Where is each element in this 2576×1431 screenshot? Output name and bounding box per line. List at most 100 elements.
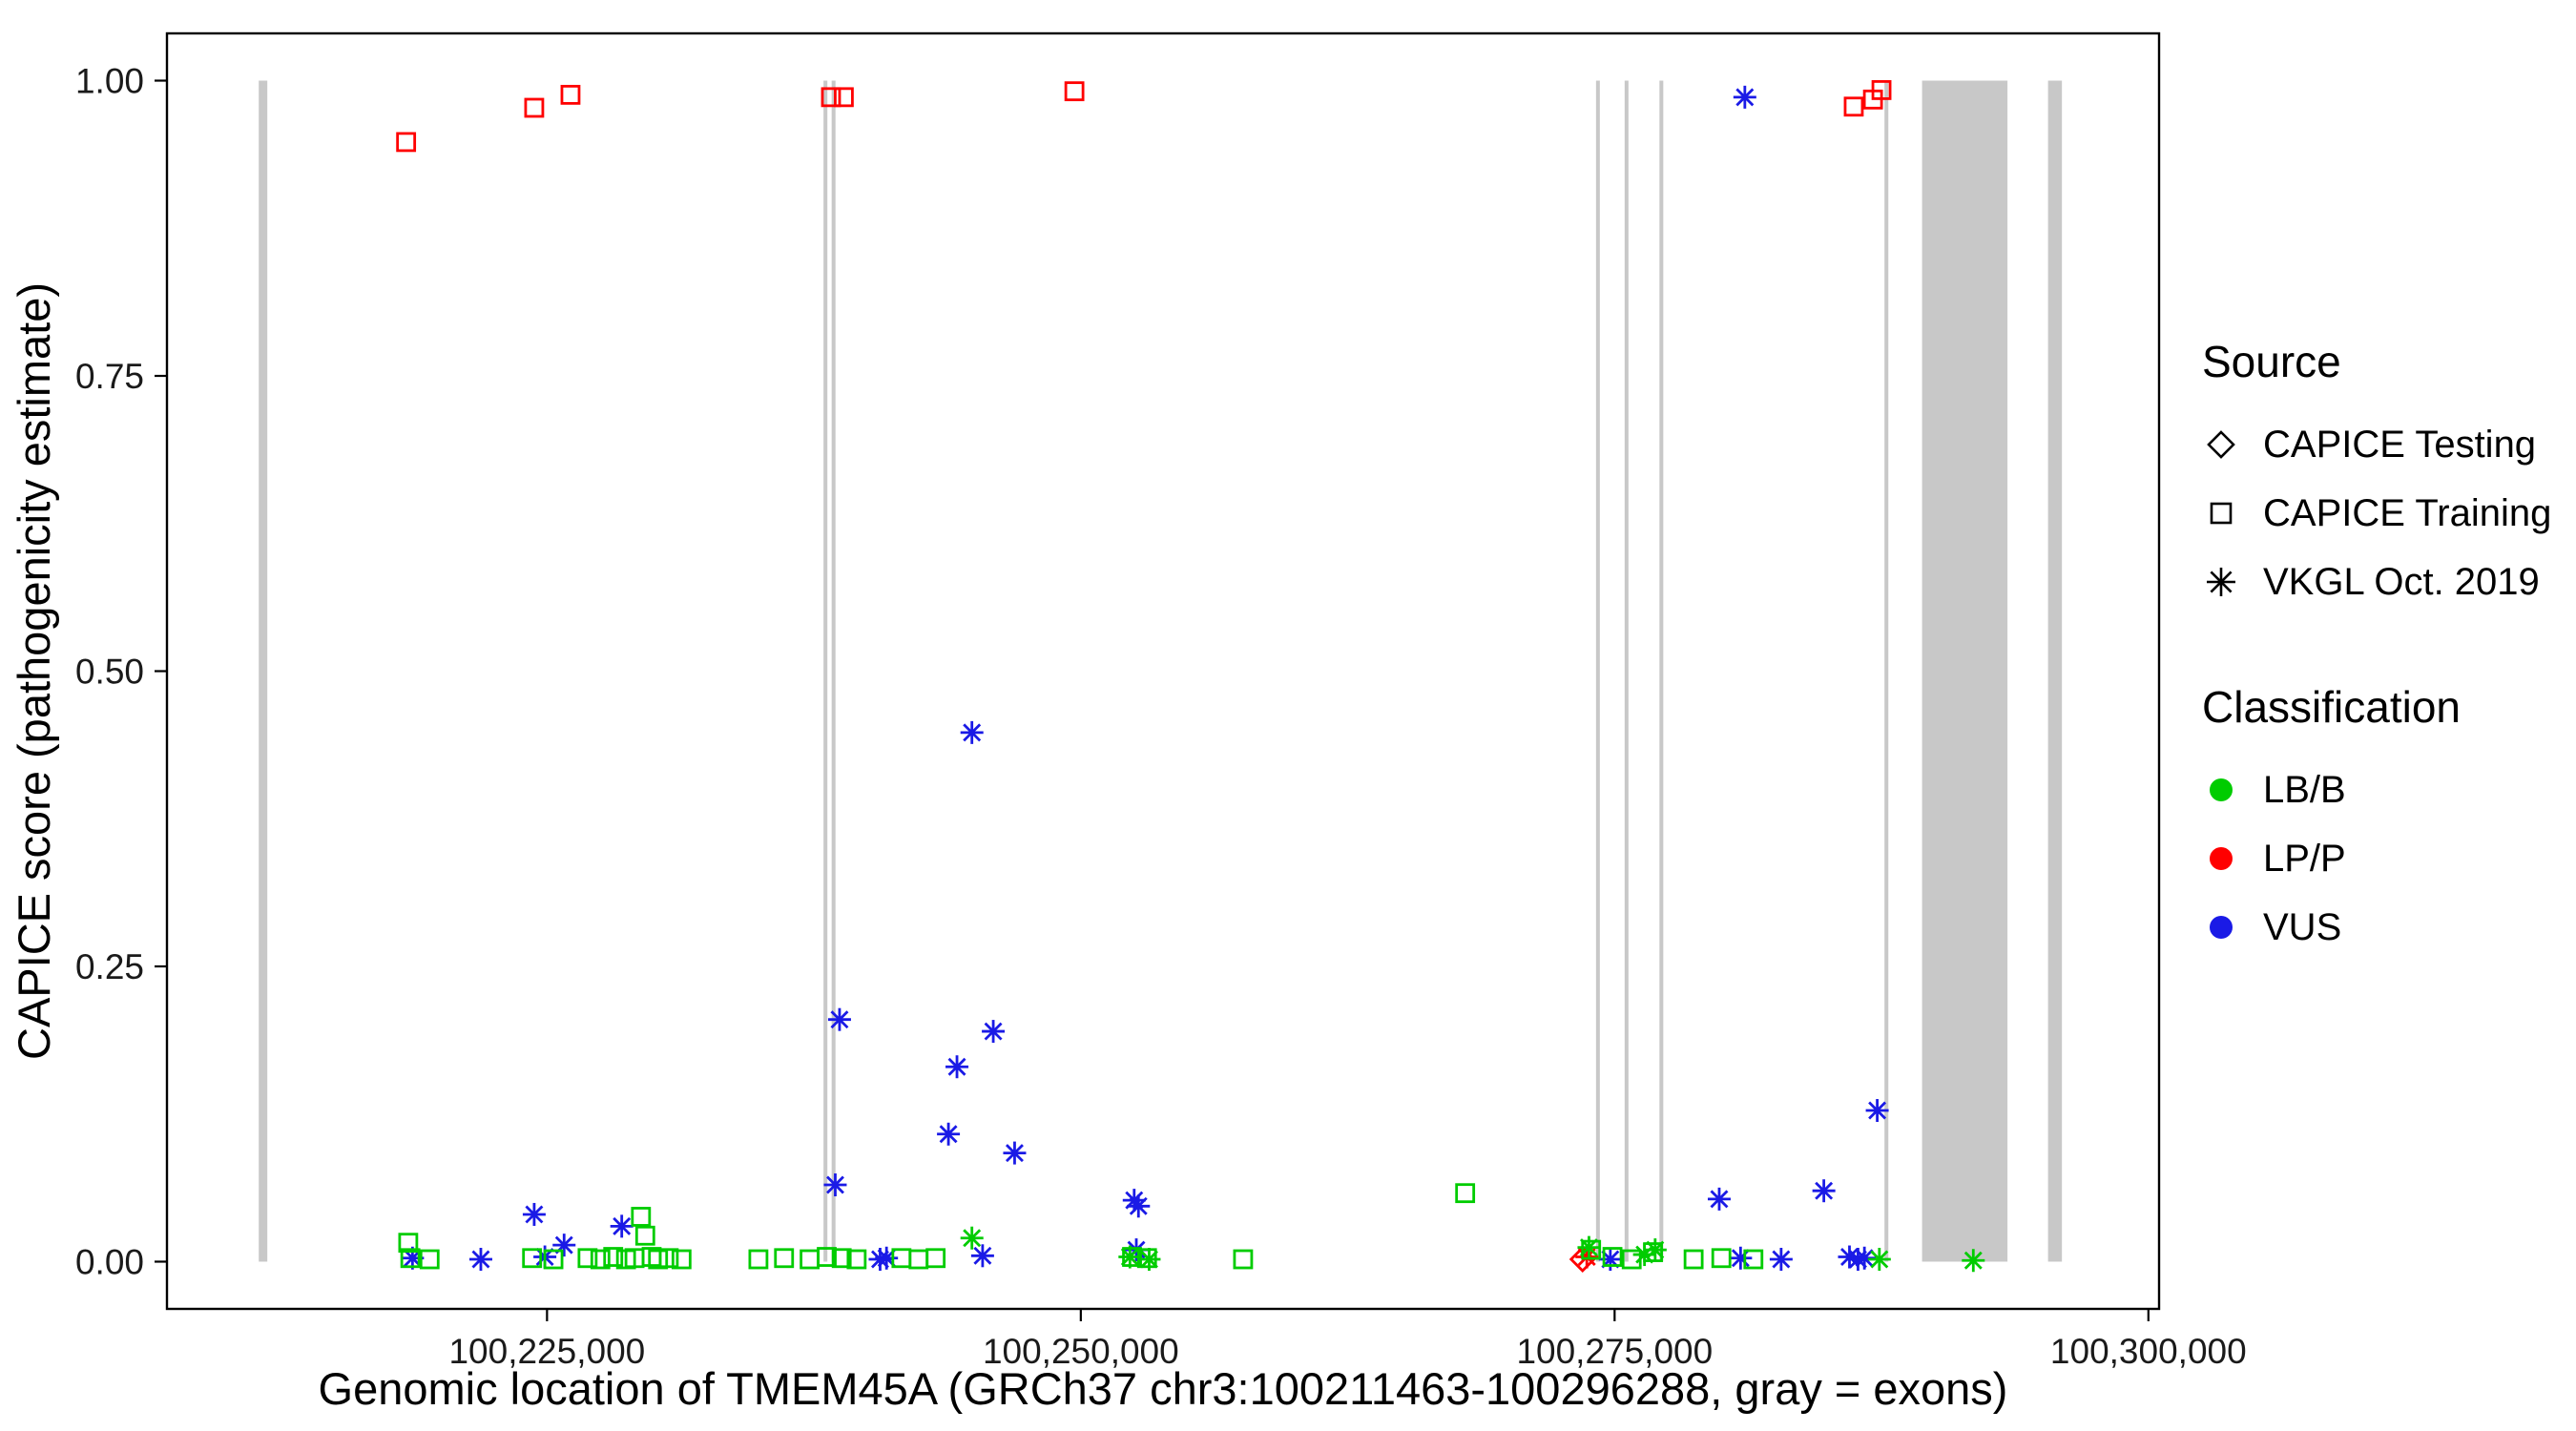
point-square [1683, 1249, 1704, 1270]
point-asterisk [830, 1010, 849, 1029]
point-asterisk [525, 1205, 544, 1224]
y-tick-label: 0.50 [75, 653, 144, 692]
point-asterisk [826, 1175, 844, 1194]
point-asterisk [963, 1229, 982, 1248]
y-tick-label: 0.25 [75, 947, 144, 986]
point-square [1064, 81, 1085, 102]
legend-item-lbb: LB/B [2202, 756, 2574, 824]
panel-border [165, 31, 2161, 1311]
point-square [671, 1249, 692, 1270]
legend-item-label: VUS [2263, 905, 2342, 948]
point-square [1581, 1239, 1602, 1260]
point-square [1843, 96, 1864, 117]
exon-bar [1922, 80, 2008, 1262]
point-asterisk [973, 1246, 992, 1265]
blue-dot-icon [2202, 908, 2240, 946]
point-asterisk [984, 1022, 1003, 1041]
green-dot-icon [2202, 771, 2240, 809]
point-asterisk [1772, 1250, 1791, 1269]
legend-item-label: CAPICE Testing [2263, 423, 2537, 466]
point-square [908, 1249, 929, 1270]
point-square [634, 1225, 655, 1246]
point-square [846, 1249, 867, 1270]
point-asterisk [963, 723, 982, 742]
point-asterisk [613, 1216, 632, 1235]
legend: Source CAPICE Testing CAPICE Training [2202, 336, 2574, 962]
legend-source-block: Source CAPICE Testing CAPICE Training [2202, 336, 2574, 616]
legend-item-lpp: LP/P [2202, 824, 2574, 893]
legend-item-vus: VUS [2202, 893, 2574, 962]
y-tick-label: 0.00 [75, 1242, 144, 1281]
diamond-icon [2202, 425, 2240, 464]
point-square [396, 132, 417, 153]
x-tick-label: 100,225,000 [448, 1332, 645, 1371]
x-tick-label: 100,250,000 [983, 1332, 1179, 1371]
point-asterisk [1005, 1144, 1024, 1163]
point-square [419, 1249, 440, 1270]
point-asterisk [1840, 1248, 1859, 1267]
point-asterisk [471, 1250, 490, 1269]
point-asterisk [1815, 1181, 1834, 1200]
point-asterisk [1855, 1249, 1874, 1268]
exon-bar [1624, 80, 1629, 1262]
exon-bar [1595, 80, 1600, 1262]
exon-bar [259, 80, 268, 1262]
point-asterisk [1579, 1238, 1598, 1257]
red-dot-icon [2202, 840, 2240, 878]
square-icon [2202, 494, 2240, 532]
point-square [834, 87, 854, 108]
point-asterisk [1129, 1196, 1148, 1215]
point-square [524, 97, 545, 118]
legend-item-label: CAPICE Training [2263, 491, 2552, 534]
point-asterisk [1870, 1250, 1889, 1269]
point-square [522, 1248, 543, 1269]
point-square [1871, 80, 1892, 100]
point-asterisk [1735, 88, 1755, 107]
point-square [1743, 1249, 1764, 1270]
point-square [1233, 1249, 1254, 1270]
exon-bar [831, 80, 836, 1262]
y-tick-label: 1.00 [75, 62, 144, 101]
point-asterisk [1710, 1190, 1729, 1209]
exon-bar [1884, 80, 1889, 1262]
point-square [648, 1249, 669, 1270]
point-square [577, 1248, 598, 1269]
x-tick-label: 100,275,000 [1516, 1332, 1713, 1371]
point-asterisk [947, 1057, 966, 1076]
point-square [543, 1249, 564, 1270]
point-square [1602, 1247, 1623, 1267]
legend-classification-block: Classification LB/B LP/P VUS [2202, 681, 2574, 962]
point-square [821, 87, 841, 108]
point-square [560, 84, 581, 105]
point-square [748, 1249, 769, 1270]
point-square [603, 1247, 624, 1267]
x-tick-label: 100,300,000 [2050, 1332, 2247, 1371]
exon-bar [823, 80, 828, 1262]
point-asterisk [1139, 1250, 1158, 1269]
point-asterisk [1963, 1251, 1983, 1270]
legend-item-label: VKGL Oct. 2019 [2263, 560, 2540, 603]
point-square [800, 1249, 821, 1270]
legend-item-label: LB/B [2263, 768, 2346, 811]
legend-item-capice-testing: CAPICE Testing [2202, 410, 2574, 479]
point-asterisk [1868, 1101, 1887, 1120]
asterisk-icon [2202, 563, 2240, 601]
point-square [1711, 1248, 1732, 1269]
point-square [774, 1248, 795, 1269]
legend-item-label: LP/P [2263, 837, 2346, 880]
point-square [831, 1248, 852, 1269]
point-square [631, 1207, 652, 1227]
legend-item-capice-training: CAPICE Training [2202, 479, 2574, 548]
point-square [400, 1248, 421, 1269]
point-asterisk [1646, 1240, 1665, 1259]
exon-bar [1659, 80, 1664, 1262]
legend-source-title: Source [2202, 337, 2341, 386]
point-asterisk [1120, 1248, 1139, 1267]
legend-item-vkgl: VKGL Oct. 2019 [2202, 548, 2574, 616]
y-tick-label: 0.75 [75, 357, 144, 396]
x-axis-title: Genomic location of TMEM45A (GRCh37 chr3… [319, 1363, 2008, 1414]
point-square [817, 1247, 837, 1267]
point-square [925, 1248, 946, 1269]
